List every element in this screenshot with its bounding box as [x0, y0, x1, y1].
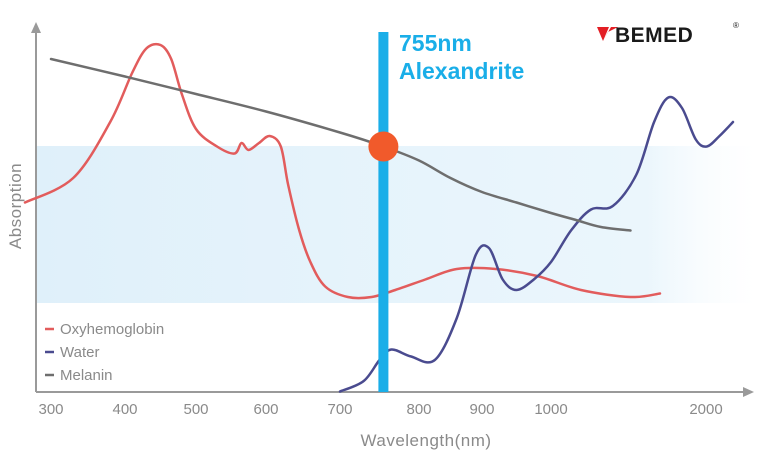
x-axis	[36, 387, 754, 397]
y-axis-label: Absorption	[6, 163, 25, 249]
series-line-melanin	[49, 57, 632, 232]
brand-v-mark-accent-icon	[603, 27, 618, 41]
brand-name: BEMED	[615, 24, 693, 47]
legend-label-oxyhemoglobin: Oxyhemoglobin	[60, 321, 164, 338]
series-line-water	[338, 95, 735, 393]
legend-label-water: Water	[60, 344, 99, 361]
alexandrite-wavelength-line	[378, 32, 389, 392]
annotation-laser-name: Alexandrite	[399, 58, 524, 84]
legend: Oxyhemoglobin Water Melanin	[45, 321, 164, 384]
x-tick-1000: 1000	[534, 401, 567, 418]
brand-logo: BEMED ®	[597, 21, 739, 47]
x-tick-500: 500	[183, 401, 208, 418]
series-line-oxyhemoglobin	[23, 42, 662, 300]
x-tick-700: 700	[327, 401, 352, 418]
x-tick-2000: 2000	[689, 401, 722, 418]
absorption-band	[36, 146, 756, 303]
melanin-intersection-point	[368, 131, 399, 162]
x-tick-900: 900	[469, 401, 494, 418]
legend-label-melanin: Melanin	[60, 367, 113, 384]
x-axis-arrow	[743, 387, 754, 397]
brand-registered-mark: ®	[733, 21, 739, 30]
series-layer	[23, 42, 735, 393]
y-axis-arrow	[31, 22, 41, 33]
annotation-wavelength: 755nm	[399, 30, 472, 56]
y-axis	[31, 22, 41, 392]
x-tick-300: 300	[38, 401, 63, 418]
brand-v-mark-icon	[597, 27, 609, 41]
x-tick-400: 400	[112, 401, 137, 418]
x-tick-labels: 300 400 500 600 700 800 900 1000 2000	[38, 401, 722, 418]
x-tick-800: 800	[406, 401, 431, 418]
x-axis-label: Wavelength(nm)	[360, 431, 491, 450]
x-tick-600: 600	[253, 401, 278, 418]
